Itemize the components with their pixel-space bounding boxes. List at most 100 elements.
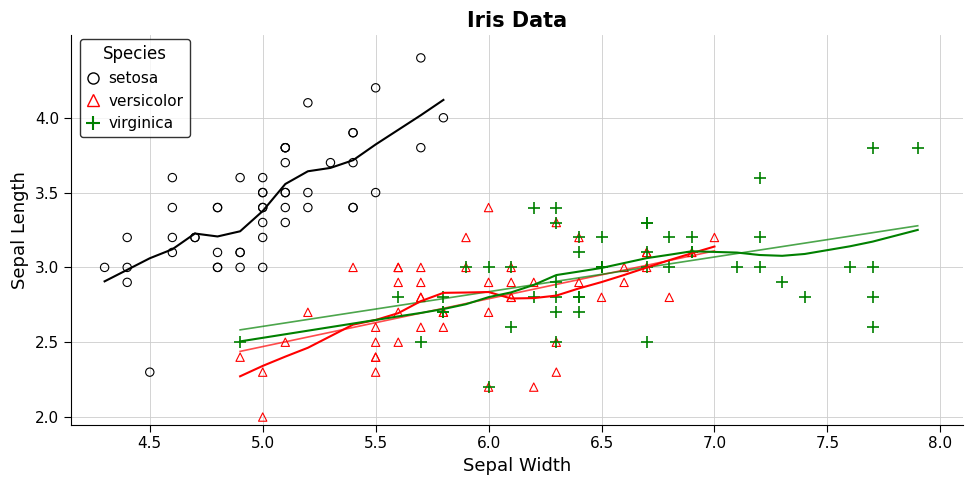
Point [322, 159, 338, 167]
Point [752, 234, 768, 242]
Point [481, 278, 497, 286]
Point [481, 204, 497, 211]
Point [255, 368, 271, 376]
Point [278, 189, 293, 196]
Point [571, 234, 586, 242]
Point [165, 234, 180, 242]
Point [910, 144, 925, 152]
Point [255, 189, 271, 196]
Point [96, 263, 112, 271]
Point [435, 309, 451, 316]
Point [639, 263, 655, 271]
Point [391, 263, 406, 271]
Point [548, 219, 564, 226]
Point [797, 294, 812, 301]
Point [187, 234, 203, 242]
Point [504, 294, 519, 301]
Point [481, 383, 497, 391]
Point [661, 263, 677, 271]
Point [300, 99, 316, 106]
Point [255, 234, 271, 242]
Point [413, 263, 429, 271]
Point [548, 278, 564, 286]
Point [548, 309, 564, 316]
Point [255, 219, 271, 226]
Point [526, 383, 542, 391]
Point [435, 294, 451, 301]
Point [368, 353, 384, 361]
Point [345, 204, 360, 211]
Point [548, 338, 564, 346]
Point [730, 263, 745, 271]
Point [278, 159, 293, 167]
Point [639, 248, 655, 256]
Point [391, 294, 406, 301]
Point [368, 338, 384, 346]
Point [300, 189, 316, 196]
Point [233, 248, 248, 256]
Point [504, 263, 519, 271]
Point [639, 219, 655, 226]
Point [571, 234, 586, 242]
Point [774, 278, 790, 286]
Point [413, 323, 429, 331]
Point [504, 323, 519, 331]
Point [368, 368, 384, 376]
Point [255, 204, 271, 211]
Point [345, 263, 360, 271]
Point [255, 189, 271, 196]
Point [504, 294, 519, 301]
Point [345, 204, 360, 211]
Point [368, 353, 384, 361]
Point [345, 159, 360, 167]
X-axis label: Sepal Width: Sepal Width [463, 457, 571, 475]
Point [639, 263, 655, 271]
Point [639, 248, 655, 256]
Point [684, 234, 699, 242]
Point [548, 204, 564, 211]
Point [617, 278, 632, 286]
Point [209, 263, 225, 271]
Point [504, 278, 519, 286]
Point [368, 323, 384, 331]
Point [255, 413, 271, 421]
Point [278, 144, 293, 152]
Point [684, 248, 699, 256]
Point [435, 309, 451, 316]
Point [368, 189, 384, 196]
Point [278, 144, 293, 152]
Point [278, 144, 293, 152]
Point [255, 263, 271, 271]
Point [413, 338, 429, 346]
Point [413, 54, 429, 62]
Point [526, 294, 542, 301]
Point [435, 323, 451, 331]
Point [391, 278, 406, 286]
Point [255, 174, 271, 181]
Point [278, 219, 293, 226]
Point [233, 174, 248, 181]
Point [594, 234, 610, 242]
Point [209, 263, 225, 271]
Point [571, 278, 586, 286]
Title: Iris Data: Iris Data [467, 11, 567, 31]
Point [368, 84, 384, 92]
Point [209, 204, 225, 211]
Point [865, 294, 880, 301]
Point [752, 174, 768, 181]
Point [571, 248, 586, 256]
Point [571, 309, 586, 316]
Point [435, 309, 451, 316]
Point [300, 204, 316, 211]
Point [345, 129, 360, 137]
Point [120, 263, 135, 271]
Point [187, 234, 203, 242]
Point [233, 353, 248, 361]
Point [458, 263, 473, 271]
Point [209, 248, 225, 256]
Point [617, 263, 632, 271]
Point [300, 309, 316, 316]
Point [594, 263, 610, 271]
Point [481, 309, 497, 316]
Point [165, 204, 180, 211]
